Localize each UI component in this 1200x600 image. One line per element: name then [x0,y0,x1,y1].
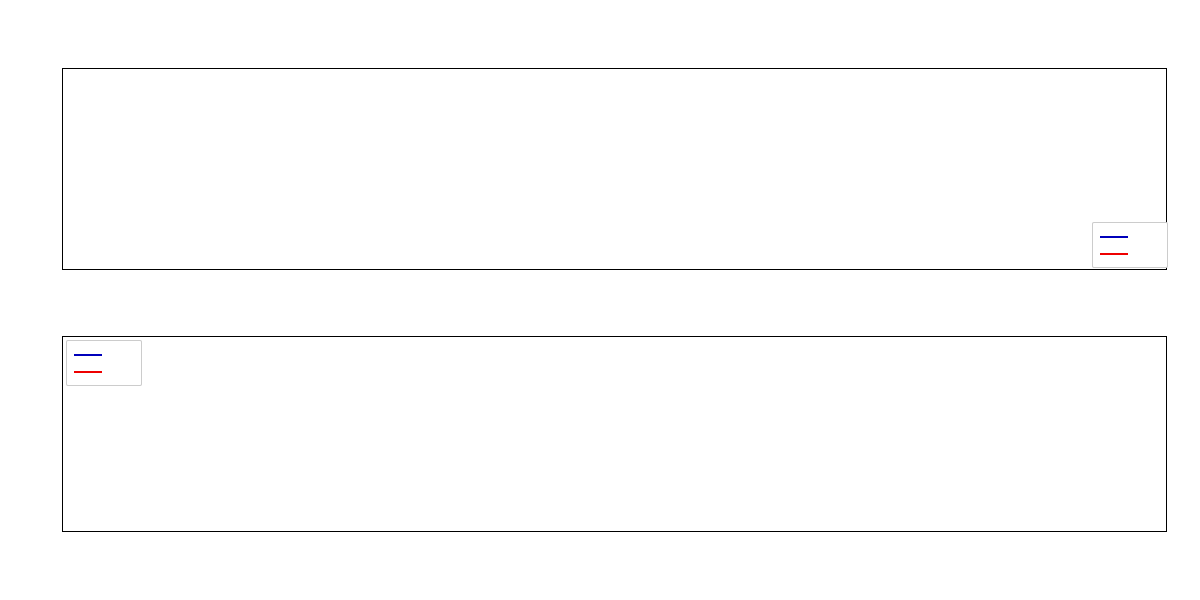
legend-entry-high[interactable] [74,346,133,363]
bottom-plot-area [62,336,1167,532]
bottom-legend[interactable] [66,340,142,386]
legend-entry-low[interactable] [74,363,133,380]
legend-swatch-low [74,370,102,373]
bottom-plot-svg [63,337,1167,532]
legend-swatch-low [1100,252,1128,255]
legend-swatch-high [1100,235,1128,238]
top-plot-area [62,68,1167,270]
top-legend[interactable] [1092,222,1168,268]
legend-entry-low[interactable] [1100,245,1159,262]
legend-swatch-high [74,353,102,356]
top-chart-panel [62,68,1168,270]
legend-entry-high[interactable] [1100,228,1159,245]
